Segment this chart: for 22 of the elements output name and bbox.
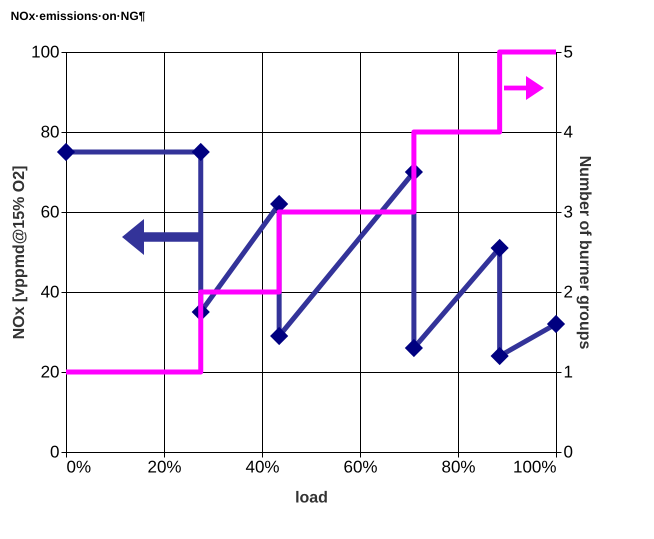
y2-axis-title: Number of burner groups	[576, 156, 593, 350]
y2-tick-label: 5	[564, 42, 573, 62]
chart-title: NOx·emissions·on·NG¶	[10, 9, 146, 23]
y2-tick-label: 2	[564, 282, 573, 302]
y-tick-label: 20	[40, 362, 60, 382]
y2-tick-label: 3	[564, 202, 573, 222]
y-tick-label: 40	[40, 282, 60, 302]
x-tick-label: 80%	[441, 458, 476, 476]
y2-tick-label: 0	[564, 442, 573, 462]
x-axis-title: load	[295, 490, 328, 506]
x-tick-label: 20%	[147, 458, 182, 476]
y-tick-label: 100	[31, 42, 60, 62]
x-tick-label: 60%	[343, 458, 378, 476]
y-axis-title: NOx [vppmd@15% O2]	[11, 166, 28, 340]
y-tick-label: 0	[50, 442, 60, 462]
x-tick-label: 100%	[513, 458, 556, 476]
y2-tick-label: 1	[564, 362, 573, 382]
y2-tick-label: 4	[564, 122, 573, 142]
x-tick-label: 40%	[245, 458, 280, 476]
y-tick-label: 60	[40, 202, 60, 222]
x-tick-label: 0%	[66, 458, 92, 476]
y-tick-label: 80	[40, 122, 60, 142]
